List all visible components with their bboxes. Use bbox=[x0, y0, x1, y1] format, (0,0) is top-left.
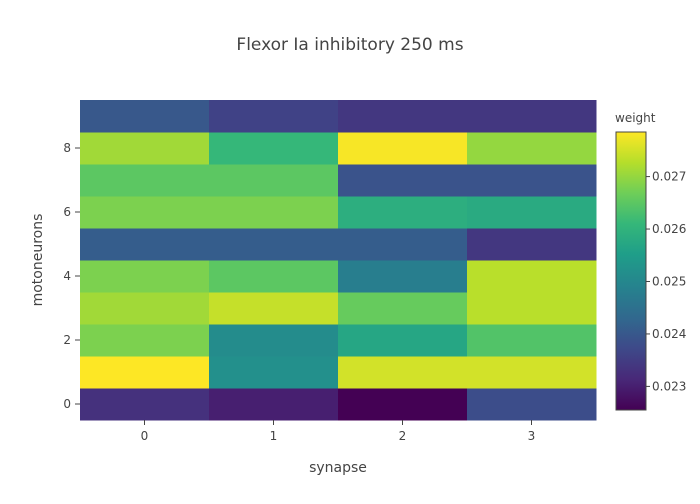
heatmap-cell bbox=[80, 388, 210, 421]
heatmap-cell bbox=[209, 196, 339, 229]
heatmap-cell bbox=[467, 260, 597, 293]
x-axis-label: synapse bbox=[309, 460, 367, 476]
heatmap-cell bbox=[80, 100, 210, 133]
heatmap-cell bbox=[80, 292, 210, 325]
heatmap-cell bbox=[467, 324, 597, 357]
colorbar-tick-label: 0.027 bbox=[652, 170, 686, 184]
x-tick-label: 2 bbox=[399, 429, 407, 443]
heatmap-cell bbox=[80, 196, 210, 229]
heatmap-cell bbox=[338, 324, 468, 357]
colorbar-gradient bbox=[615, 131, 647, 411]
heatmap-cell bbox=[209, 100, 339, 133]
heatmap-cell bbox=[209, 260, 339, 293]
heatmap-cell bbox=[338, 196, 468, 229]
colorbar-tick-label: 0.023 bbox=[652, 379, 686, 393]
heatmap-cell bbox=[467, 356, 597, 389]
heatmap-cells bbox=[80, 100, 597, 421]
colorbar-tick-label: 0.026 bbox=[652, 222, 686, 236]
y-tick-label: 8 bbox=[63, 141, 71, 155]
heatmap-cell bbox=[467, 132, 597, 165]
heatmap-cell bbox=[467, 100, 597, 133]
heatmap-cell bbox=[209, 388, 339, 421]
heatmap-cell bbox=[467, 196, 597, 229]
heatmap-cell bbox=[338, 100, 468, 133]
heatmap-cell bbox=[209, 228, 339, 261]
heatmap-cell bbox=[80, 356, 210, 389]
colorbar-tick-label: 0.025 bbox=[652, 274, 686, 288]
y-tick-label: 2 bbox=[63, 333, 71, 347]
y-axis: 0 2 4 6 8 bbox=[63, 141, 80, 411]
y-axis-label: motoneurons bbox=[30, 214, 46, 307]
y-tick-label: 4 bbox=[63, 269, 71, 283]
heatmap-cell bbox=[338, 132, 468, 165]
heatmap-cell bbox=[467, 164, 597, 197]
heatmap-cell bbox=[338, 228, 468, 261]
x-tick-label: 3 bbox=[528, 429, 536, 443]
chart-title: Flexor Ia inhibitory 250 ms bbox=[236, 35, 463, 55]
colorbar: weight 0.023 0.024 0.025 0.026 0.027 bbox=[615, 111, 686, 411]
heatmap-cell bbox=[80, 324, 210, 357]
heatmap-cell bbox=[338, 292, 468, 325]
colorbar-ticks: 0.023 0.024 0.025 0.026 0.027 bbox=[646, 170, 686, 393]
y-tick-label: 6 bbox=[63, 205, 71, 219]
heatmap-cell bbox=[80, 260, 210, 293]
heatmap-cell bbox=[209, 132, 339, 165]
heatmap-cell bbox=[338, 164, 468, 197]
heatmap-cell bbox=[467, 292, 597, 325]
heatmap-cell bbox=[338, 260, 468, 293]
heatmap-cell bbox=[209, 324, 339, 357]
y-tick-label: 0 bbox=[63, 397, 71, 411]
colorbar-tick-label: 0.024 bbox=[652, 327, 686, 341]
heatmap-cell bbox=[80, 132, 210, 165]
x-tick-label: 0 bbox=[141, 429, 149, 443]
heatmap-cell bbox=[209, 164, 339, 197]
x-axis: 0 1 2 3 bbox=[141, 420, 536, 443]
heatmap-cell bbox=[80, 164, 210, 197]
heatmap-cell bbox=[80, 228, 210, 261]
colorbar-title: weight bbox=[615, 111, 656, 125]
heatmap-cell bbox=[467, 228, 597, 261]
heatmap-cell bbox=[338, 388, 468, 421]
x-tick-label: 1 bbox=[270, 429, 278, 443]
heatmap-cell bbox=[209, 356, 339, 389]
heatmap-cell bbox=[338, 356, 468, 389]
heatmap-cell bbox=[467, 388, 597, 421]
heatmap-cell bbox=[209, 292, 339, 325]
